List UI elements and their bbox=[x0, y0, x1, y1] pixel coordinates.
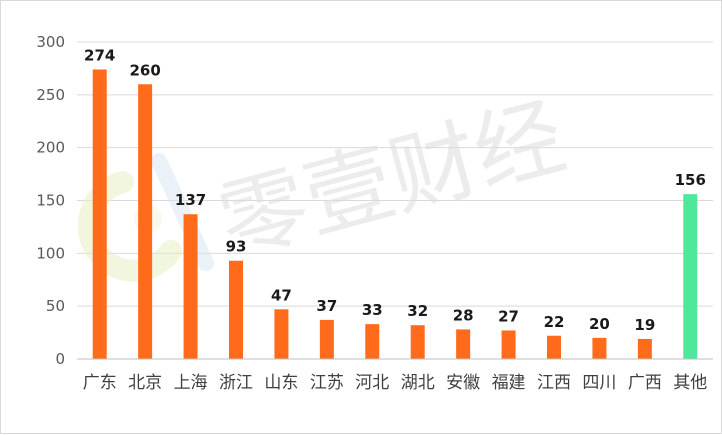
y-tick-label: 100 bbox=[36, 244, 65, 262]
bar-8 bbox=[456, 329, 471, 359]
bar-12 bbox=[637, 338, 652, 359]
x-category-label: 江苏 bbox=[310, 373, 344, 393]
bar-11 bbox=[592, 337, 607, 359]
watermark-text: 零壹财经 bbox=[208, 84, 575, 275]
data-label-2: 137 bbox=[175, 191, 206, 209]
x-category-label: 浙江 bbox=[219, 373, 253, 393]
y-tick-label: 200 bbox=[36, 139, 65, 157]
y-tick-label: 50 bbox=[46, 297, 65, 315]
bar-6 bbox=[365, 324, 380, 359]
x-category-label: 江西 bbox=[537, 373, 571, 393]
x-category-label: 广西 bbox=[628, 373, 662, 393]
data-labels: 274 260 137 93 47 37 33 32 28 27 22 20 19 156 bbox=[84, 46, 706, 333]
data-label-6: 33 bbox=[362, 301, 383, 319]
bars bbox=[92, 69, 698, 360]
data-label-13: 156 bbox=[675, 171, 706, 189]
x-category-label: 其他 bbox=[673, 373, 707, 393]
data-label-0: 274 bbox=[84, 46, 115, 64]
x-category-label: 山东 bbox=[264, 373, 298, 393]
bar-10 bbox=[547, 335, 561, 359]
data-label-8: 28 bbox=[453, 306, 474, 324]
data-label-9: 27 bbox=[498, 307, 519, 325]
y-tick-label: 0 bbox=[55, 350, 65, 368]
x-category-label: 上海 bbox=[174, 373, 208, 393]
bar-1 bbox=[138, 84, 153, 360]
bar-13 bbox=[683, 194, 698, 359]
bar-2 bbox=[183, 214, 198, 359]
data-label-1: 260 bbox=[129, 61, 160, 79]
x-axis-categories: 广东 北京 上海 浙江 山东 江苏 河北 湖北 安徽 福建 江西 四川 广西 其他 bbox=[83, 373, 708, 393]
x-category-label: 北京 bbox=[128, 373, 162, 393]
bar-4 bbox=[274, 309, 289, 359]
bar-3 bbox=[229, 260, 243, 359]
bar-7 bbox=[410, 325, 425, 359]
x-category-label: 安徽 bbox=[446, 373, 480, 393]
y-tick-label: 300 bbox=[36, 33, 65, 51]
bar-5 bbox=[319, 319, 334, 359]
data-label-4: 47 bbox=[271, 286, 292, 304]
bar-9 bbox=[501, 330, 516, 359]
data-label-5: 37 bbox=[316, 297, 337, 315]
x-category-label: 四川 bbox=[582, 373, 616, 393]
bar-0 bbox=[92, 69, 107, 360]
x-category-label: 湖北 bbox=[401, 373, 435, 393]
data-label-3: 93 bbox=[226, 238, 247, 256]
y-tick-label: 150 bbox=[36, 192, 65, 210]
data-label-7: 32 bbox=[407, 302, 428, 320]
data-label-12: 19 bbox=[634, 316, 655, 334]
y-tick-label: 250 bbox=[36, 86, 65, 104]
data-label-11: 20 bbox=[589, 315, 610, 333]
y-axis-ticks: 0 50 100 150 200 250 300 bbox=[36, 33, 65, 368]
x-category-label: 广东 bbox=[83, 373, 117, 393]
x-category-label: 河北 bbox=[355, 373, 389, 393]
x-category-label: 福建 bbox=[492, 373, 526, 393]
data-label-10: 22 bbox=[544, 313, 565, 331]
